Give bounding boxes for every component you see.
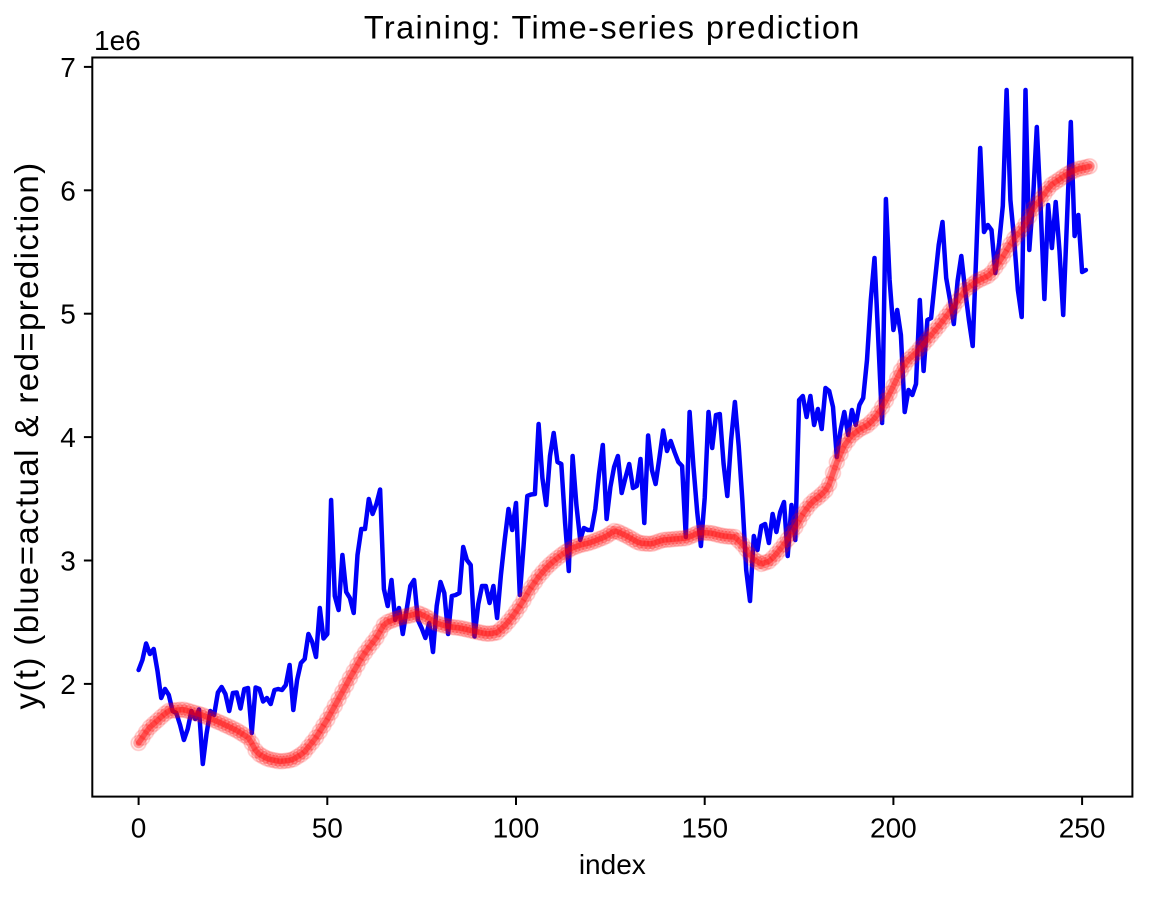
svg-text:index: index bbox=[579, 849, 646, 880]
svg-text:250: 250 bbox=[1059, 813, 1106, 844]
svg-text:5: 5 bbox=[60, 299, 76, 330]
svg-text:y(t) (blue=actual & red=predic: y(t) (blue=actual & red=prediction) bbox=[8, 162, 45, 710]
svg-text:0: 0 bbox=[131, 813, 147, 844]
svg-text:Training: Time-series predicti: Training: Time-series prediction bbox=[364, 10, 861, 46]
svg-text:1e6: 1e6 bbox=[94, 25, 141, 56]
svg-text:150: 150 bbox=[681, 813, 728, 844]
svg-text:6: 6 bbox=[60, 175, 76, 206]
svg-text:2: 2 bbox=[60, 669, 76, 700]
svg-text:100: 100 bbox=[493, 813, 540, 844]
svg-text:3: 3 bbox=[60, 546, 76, 577]
svg-text:7: 7 bbox=[60, 52, 76, 83]
svg-text:50: 50 bbox=[312, 813, 343, 844]
svg-text:200: 200 bbox=[870, 813, 917, 844]
svg-text:4: 4 bbox=[60, 422, 76, 453]
